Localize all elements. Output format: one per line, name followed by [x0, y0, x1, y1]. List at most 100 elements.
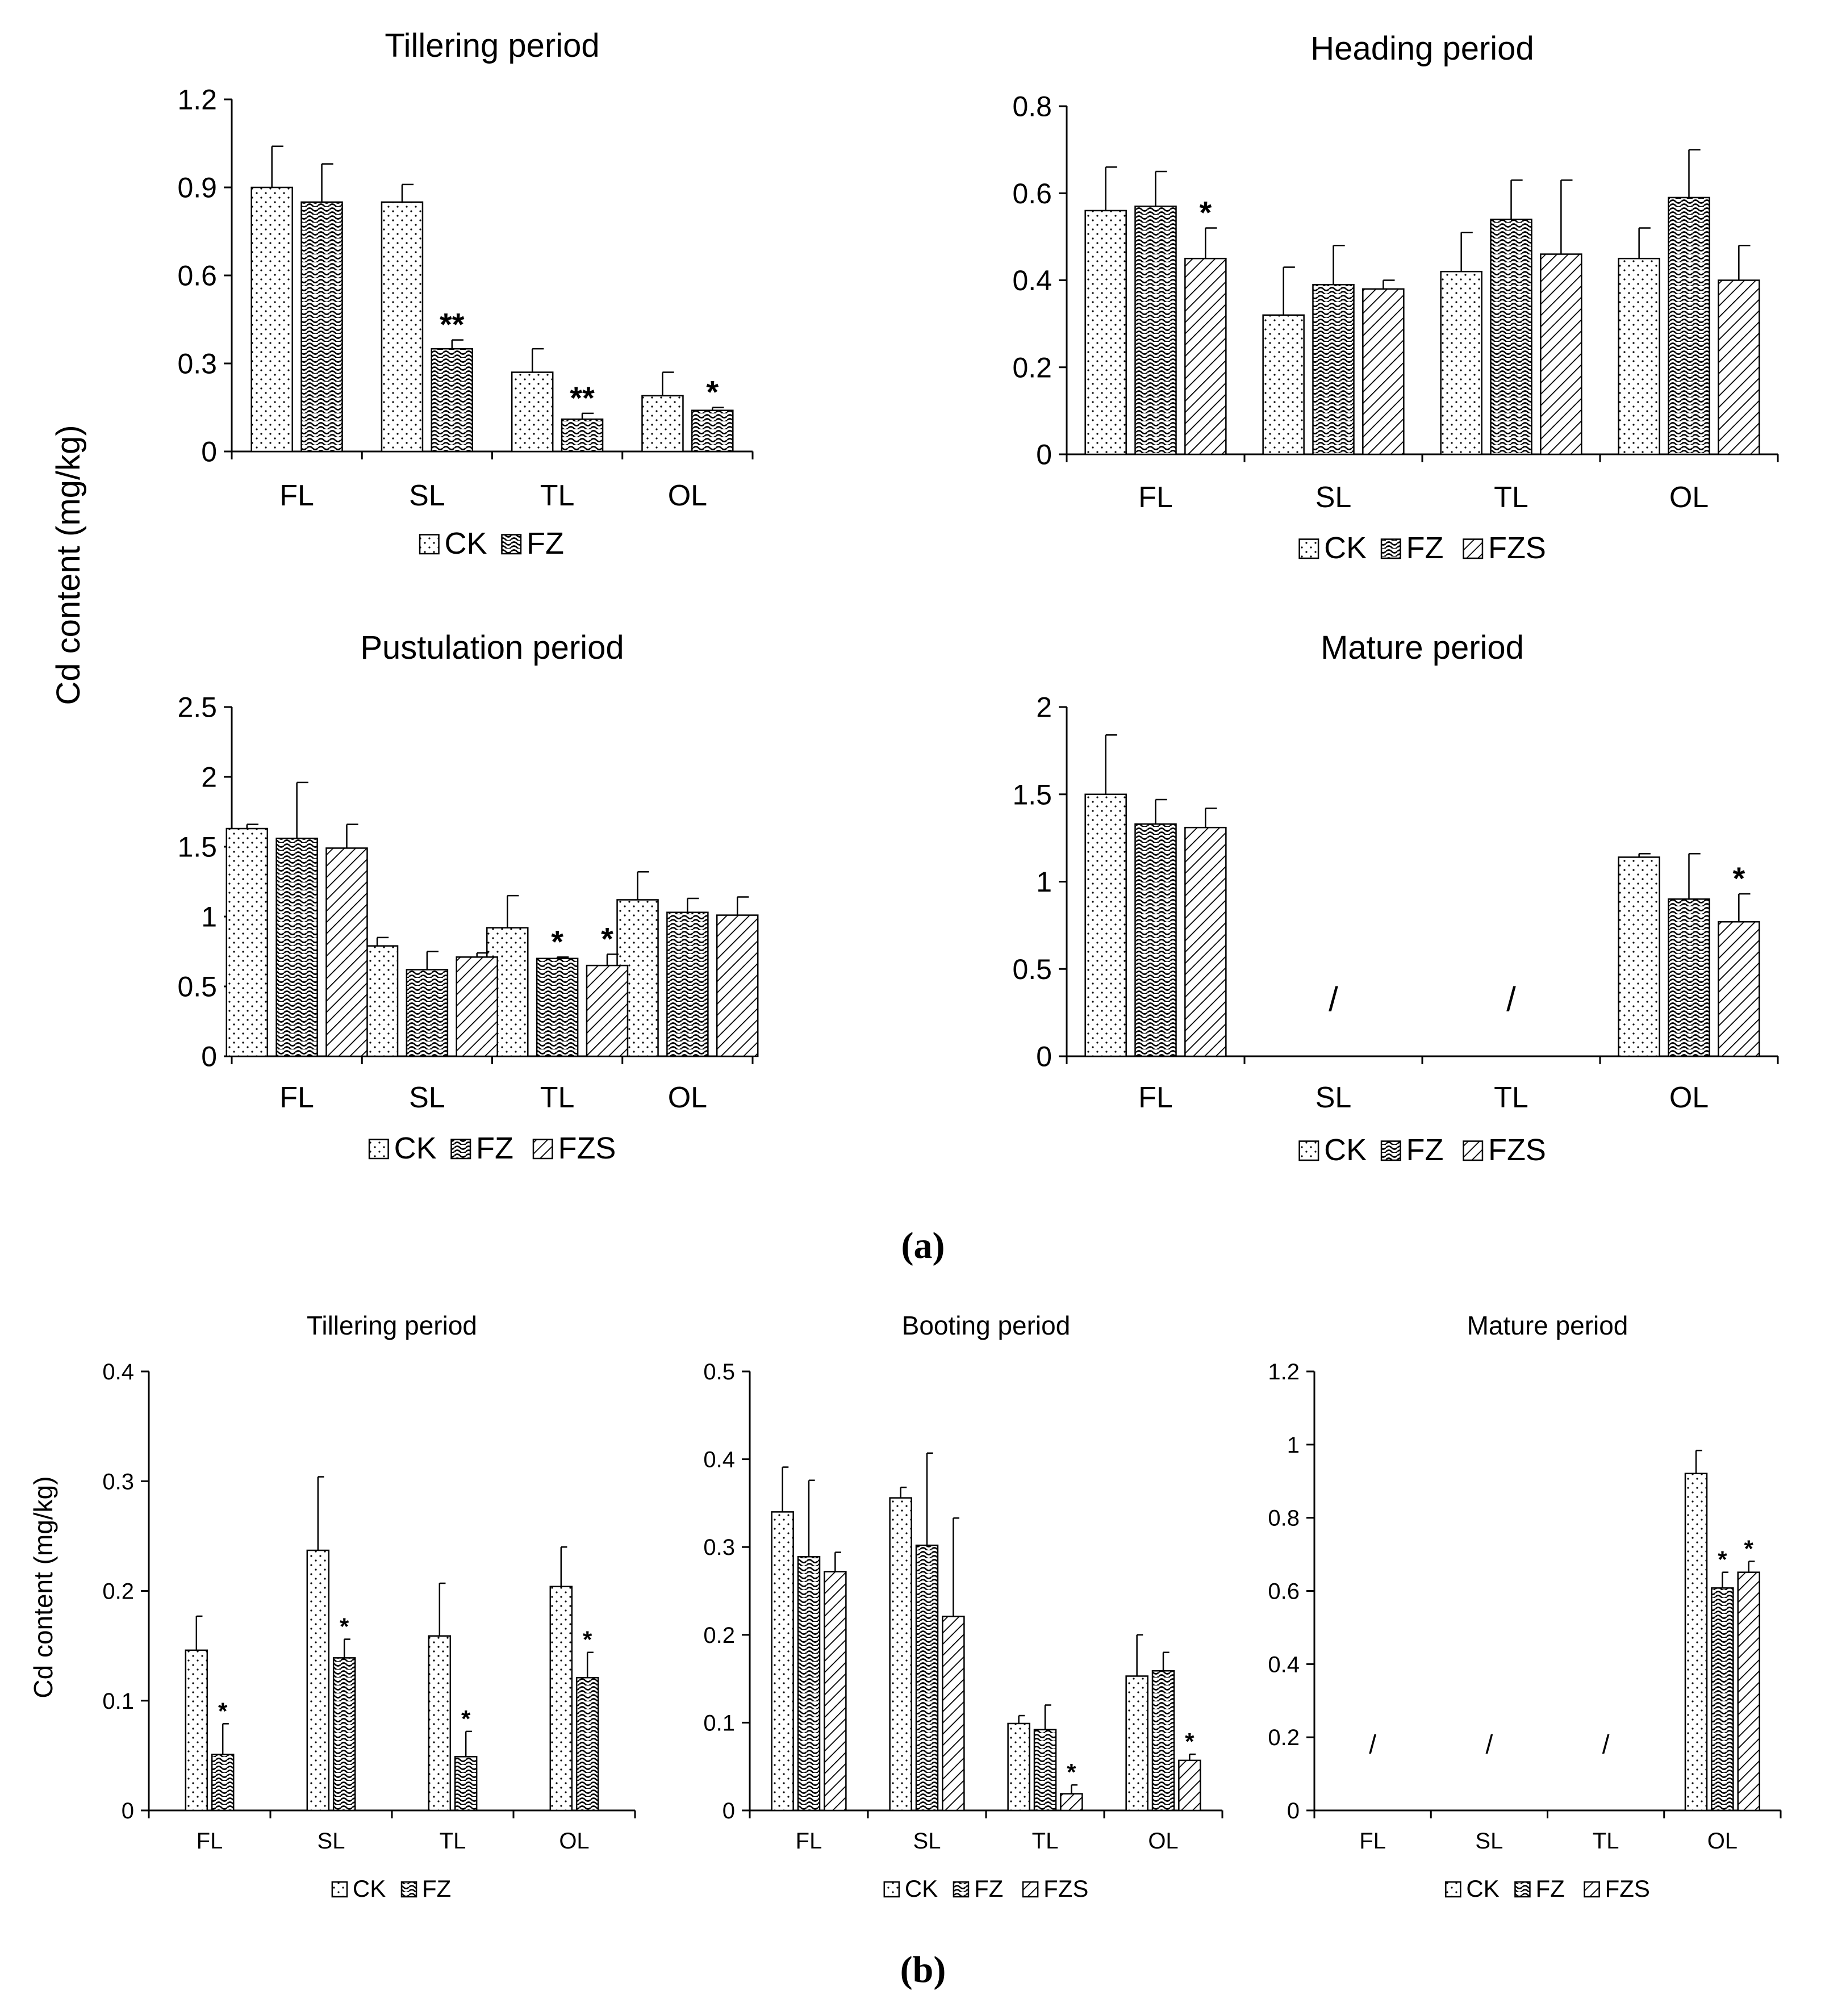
legend-label-CK: CK	[905, 1875, 938, 1902]
y-tick-label: 0.4	[1268, 1652, 1300, 1677]
bar-FZ-FL	[300, 201, 343, 453]
bar-CK-SL	[1262, 314, 1305, 455]
y-tick-label: 0.5	[703, 1360, 735, 1385]
bar-FZ-SL	[332, 1657, 356, 1812]
bar-FZ-OL	[1668, 196, 1710, 455]
x-tick-label: TL	[1593, 1829, 1619, 1854]
x-tick-label: OL	[1669, 481, 1709, 514]
x-tick-label: OL	[1707, 1829, 1738, 1854]
legend-swatch-CK	[368, 1139, 389, 1160]
y-tick-label: 2	[1036, 692, 1052, 723]
bar-CK-SL	[306, 1549, 330, 1812]
y-tick-label: 2.5	[177, 692, 217, 723]
x-tick-label: FL	[279, 479, 314, 512]
legend-swatch-FZS	[532, 1139, 553, 1160]
bar-CK-SL	[889, 1497, 912, 1812]
legend-swatch-FZS	[1463, 1140, 1484, 1161]
bar-FZS-OL	[1718, 921, 1760, 1057]
y-tick-label: 0.4	[1012, 265, 1052, 296]
x-tick-label: TL	[1032, 1829, 1059, 1854]
y-tick-label: 0.3	[102, 1469, 134, 1494]
legend-swatch-FZS	[1584, 1881, 1600, 1898]
bar-CK-FL	[771, 1511, 794, 1812]
legend-label-CK: CK	[353, 1875, 386, 1902]
bar-FZS-OL	[1718, 279, 1760, 455]
legend-swatch-FZ	[501, 534, 522, 555]
legend-swatch-FZS	[1022, 1881, 1039, 1898]
bar-FZS-SL	[456, 956, 498, 1057]
x-tick-label: TL	[540, 479, 575, 512]
y-tick-label: 0	[1036, 1041, 1052, 1073]
chart-title: Mature period	[1467, 1311, 1628, 1340]
legend-swatch-FZ	[400, 1881, 417, 1898]
x-tick-label: SL	[1315, 481, 1352, 514]
bar-FZ-OL	[1668, 898, 1710, 1057]
bar-CK-FL	[1084, 793, 1127, 1057]
significance-mark: *	[583, 1626, 592, 1653]
y-tick-label: 0.8	[1012, 91, 1052, 123]
significance-mark: *	[1732, 860, 1745, 896]
y-tick-label: 0	[1036, 439, 1052, 471]
legend-swatch-CK	[419, 534, 440, 555]
y-tick-label: 0.6	[177, 260, 217, 292]
significance-mark: **	[570, 380, 595, 416]
x-tick-label: FL	[1138, 1081, 1173, 1114]
y-tick-label: 0.1	[703, 1710, 735, 1735]
bar-FZ-FL	[797, 1555, 821, 1812]
bar-FZS-OL	[1737, 1571, 1760, 1812]
bar-FZ-FL	[1134, 823, 1177, 1057]
legend-swatch-CK	[1298, 1140, 1319, 1161]
chart-b-7: Mature period 0 0.2 0.4 0.6 0.8 1 1.2 FL SL TL OL * *…	[1268, 1311, 1782, 1902]
bar-FZ-FL	[1134, 205, 1177, 455]
chart-a-2: Heading period 0 0.2 0.4 0.6 0.8 FL SL TL OL * CK FZ…	[1012, 30, 1779, 565]
y-tick-label: 1.2	[177, 84, 217, 116]
x-tick-label: TL	[1494, 481, 1528, 514]
bar-FZS-TL	[1540, 253, 1582, 455]
bar-FZS-FL	[325, 847, 368, 1057]
y-tick-label: 1	[201, 901, 217, 933]
x-tick-label: TL	[540, 1081, 575, 1114]
x-tick-label: FL	[279, 1081, 314, 1114]
bar-FZ-TL	[1033, 1729, 1057, 1812]
bar-CK-FL	[225, 827, 269, 1057]
legend-label-FZS: FZS	[1605, 1875, 1650, 1902]
y-tick-label: 0	[201, 436, 217, 468]
y-tick-label: 0	[1287, 1798, 1300, 1823]
significance-mark: *	[1185, 1728, 1195, 1755]
x-tick-label: FL	[796, 1829, 822, 1854]
x-tick-label: SL	[1475, 1829, 1503, 1854]
significance-mark: *	[1744, 1535, 1754, 1562]
panel-a-label: (a)	[901, 1225, 945, 1266]
chart-b-6: Booting period 0 0.1 0.2 0.3 0.4 0.5 FL SL TL OL * *…	[703, 1311, 1223, 1902]
legend-label-FZ: FZ	[1406, 531, 1444, 565]
y-tick-label: 1	[1036, 866, 1052, 898]
x-tick-label: FL	[1359, 1829, 1386, 1854]
legend-label-CK: CK	[394, 1131, 437, 1165]
bar-CK-TL	[511, 371, 554, 453]
legend-label-FZ: FZ	[527, 526, 564, 561]
panel-b-y-axis-label: Cd content (mg/kg)	[28, 1476, 58, 1698]
significance-mark: **	[440, 307, 465, 342]
bar-CK-OL	[1618, 856, 1660, 1057]
bar-CK-FL	[1084, 210, 1127, 455]
bar-FZ-OL	[666, 911, 709, 1057]
bar-FZS-OL	[1178, 1759, 1201, 1812]
x-tick-label: SL	[318, 1829, 345, 1854]
legend-swatch-CK	[331, 1881, 348, 1898]
bar-FZ-SL	[1312, 283, 1355, 455]
x-tick-label: OL	[559, 1829, 589, 1854]
shared-y-axis-label: Cd content (mg/kg)	[50, 425, 87, 705]
y-tick-label: 1.5	[1012, 779, 1052, 810]
x-tick-label: SL	[913, 1829, 941, 1854]
significance-mark: *	[706, 374, 719, 410]
legend-swatch-FZ	[1380, 538, 1401, 559]
legend-label-FZ: FZ	[1535, 1875, 1564, 1902]
bar-FZ-OL	[1151, 1670, 1175, 1812]
bar-FZ-FL	[275, 837, 318, 1057]
x-tick-label: TL	[1494, 1081, 1528, 1114]
bar-FZ-FL	[211, 1754, 235, 1812]
y-tick-label: 0.5	[1012, 953, 1052, 985]
bar-FZ-SL	[406, 969, 449, 1057]
chart-title: Tillering period	[385, 27, 599, 64]
